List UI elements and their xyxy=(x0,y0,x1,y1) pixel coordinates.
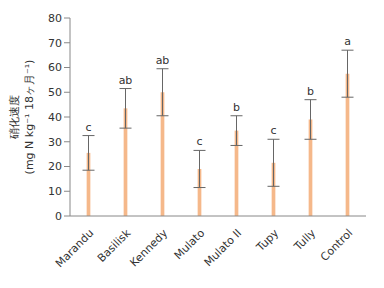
svg-text:70: 70 xyxy=(48,37,62,50)
svg-text:10: 10 xyxy=(48,185,62,198)
svg-text:Control: Control xyxy=(318,227,355,264)
svg-text:Tupy: Tupy xyxy=(253,226,281,254)
svg-text:Kennedy: Kennedy xyxy=(127,226,170,269)
svg-text:ab: ab xyxy=(156,54,170,67)
svg-text:0: 0 xyxy=(55,210,62,223)
svg-text:(mg N kg⁻¹ 18ヶ月⁻¹): (mg N kg⁻¹ 18ヶ月⁻¹) xyxy=(23,60,36,175)
svg-text:硝化速度: 硝化速度 xyxy=(8,95,21,140)
svg-text:30: 30 xyxy=(48,136,62,149)
svg-text:Basilisk: Basilisk xyxy=(94,226,134,265)
svg-text:Marandu: Marandu xyxy=(53,227,96,270)
svg-text:Mulato II: Mulato II xyxy=(202,227,245,270)
svg-text:ab: ab xyxy=(119,74,133,87)
svg-text:c: c xyxy=(270,124,276,137)
svg-text:50: 50 xyxy=(48,86,62,99)
svg-text:20: 20 xyxy=(48,160,62,173)
svg-text:40: 40 xyxy=(48,111,62,124)
svg-text:60: 60 xyxy=(48,61,62,74)
svg-text:80: 80 xyxy=(48,12,62,25)
svg-text:b: b xyxy=(307,85,314,98)
svg-text:a: a xyxy=(344,35,351,48)
svg-text:c: c xyxy=(85,121,91,134)
svg-text:Tully: Tully xyxy=(291,226,319,254)
svg-text:c: c xyxy=(196,135,202,148)
svg-text:b: b xyxy=(233,101,240,114)
svg-text:Mulato: Mulato xyxy=(172,226,208,262)
